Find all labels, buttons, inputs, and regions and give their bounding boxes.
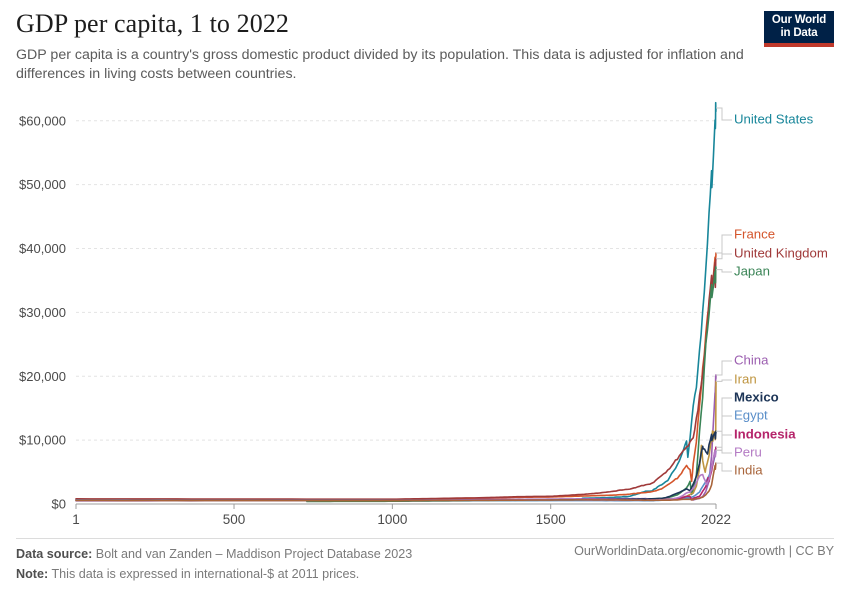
series-line-united-states: [581, 101, 717, 500]
legend-leader-lines: [716, 107, 732, 472]
legend-label-iran[interactable]: Iran: [734, 371, 757, 386]
series-legend: United States France United Kingdom Japan Ch…: [734, 111, 828, 477]
y-tick-label: $40,000: [19, 241, 66, 256]
legend-leader-line: [716, 253, 732, 260]
x-tick-label: 1000: [377, 512, 407, 527]
line-chart-svg: $0 $10,000 $20,000 $30,000 $40,000 $50,000 $60…: [19, 101, 828, 527]
series-line-china: [75, 374, 717, 502]
legend-label-china[interactable]: China: [734, 352, 769, 367]
x-tick-label: 1500: [536, 512, 566, 527]
legend-leader-line: [716, 379, 732, 382]
legend-label-mexico[interactable]: Mexico: [734, 389, 779, 404]
y-tick-label: $50,000: [19, 177, 66, 192]
y-tick-label: $30,000: [19, 305, 66, 320]
series-line-japan: [306, 265, 717, 503]
legend-label-united-kingdom[interactable]: United Kingdom: [734, 245, 828, 260]
y-tick-label: $0: [52, 497, 66, 512]
y-tick-label: $60,000: [19, 113, 66, 128]
legend-leader-line: [716, 269, 732, 273]
series-line-united-kingdom: [75, 257, 717, 501]
data-source-key: Data source:: [16, 547, 93, 561]
legend-leader-line: [716, 360, 732, 376]
y-tick-label: $20,000: [19, 369, 66, 384]
owid-logo[interactable]: Our World in Data: [764, 11, 834, 47]
data-source-value: Bolt and van Zanden – Maddison Project D…: [92, 547, 413, 561]
legend-label-united-states[interactable]: United States: [734, 111, 814, 126]
legend-leader-line: [716, 415, 732, 451]
chart-subtitle: GDP per capita is a country's gross dome…: [16, 47, 744, 82]
x-tick-label: 1: [72, 512, 80, 527]
y-tick-label: $10,000: [19, 433, 66, 448]
plot-area: $0 $10,000 $20,000 $30,000 $40,000 $50,000 $60…: [0, 96, 850, 536]
note-row: Note: This data is expressed in internat…: [16, 564, 412, 584]
x-tick-label: 2022: [701, 512, 731, 527]
owid-logo-line2: in Data: [780, 27, 818, 39]
series-line-india: [75, 462, 717, 502]
series-line-egypt: [75, 449, 717, 502]
note-key: Note:: [16, 567, 49, 581]
legend-label-peru[interactable]: Peru: [734, 444, 762, 459]
x-tick-label: 500: [223, 512, 246, 527]
legend-label-indonesia[interactable]: Indonesia: [734, 426, 796, 441]
legend-leader-line: [716, 462, 732, 472]
page-title: GDP per capita, 1 to 2022: [16, 9, 290, 38]
legend-leader-line: [716, 434, 732, 448]
legend-leader-line: [716, 107, 732, 121]
legend-leader-line: [716, 449, 732, 454]
legend-label-france[interactable]: France: [734, 226, 775, 241]
owid-logo-line1: Our World: [771, 14, 827, 26]
footer-left: Data source: Bolt and van Zanden – Maddi…: [16, 544, 412, 584]
x-axis-ticks: 1 500 1000 1500 2022: [72, 504, 731, 527]
gridlines-group: [76, 120, 716, 441]
legend-leader-line: [716, 397, 732, 432]
series-lines: [75, 101, 717, 503]
footer-divider: [16, 538, 834, 539]
note-value: This data is expressed in international-…: [48, 567, 360, 581]
y-axis-ticks: $0 $10,000 $20,000 $30,000 $40,000 $50,000 $60…: [19, 113, 66, 511]
chart-header: GDP per capita, 1 to 2022 GDP per capita…: [16, 8, 768, 84]
legend-label-egypt[interactable]: Egypt: [734, 407, 768, 422]
attribution-link[interactable]: OurWorldinData.org/economic-growth | CC …: [574, 544, 834, 558]
legend-label-india[interactable]: India: [734, 462, 763, 477]
legend-label-japan[interactable]: Japan: [734, 263, 770, 278]
data-source-row: Data source: Bolt and van Zanden – Maddi…: [16, 544, 412, 564]
legend-leader-line: [716, 234, 732, 254]
